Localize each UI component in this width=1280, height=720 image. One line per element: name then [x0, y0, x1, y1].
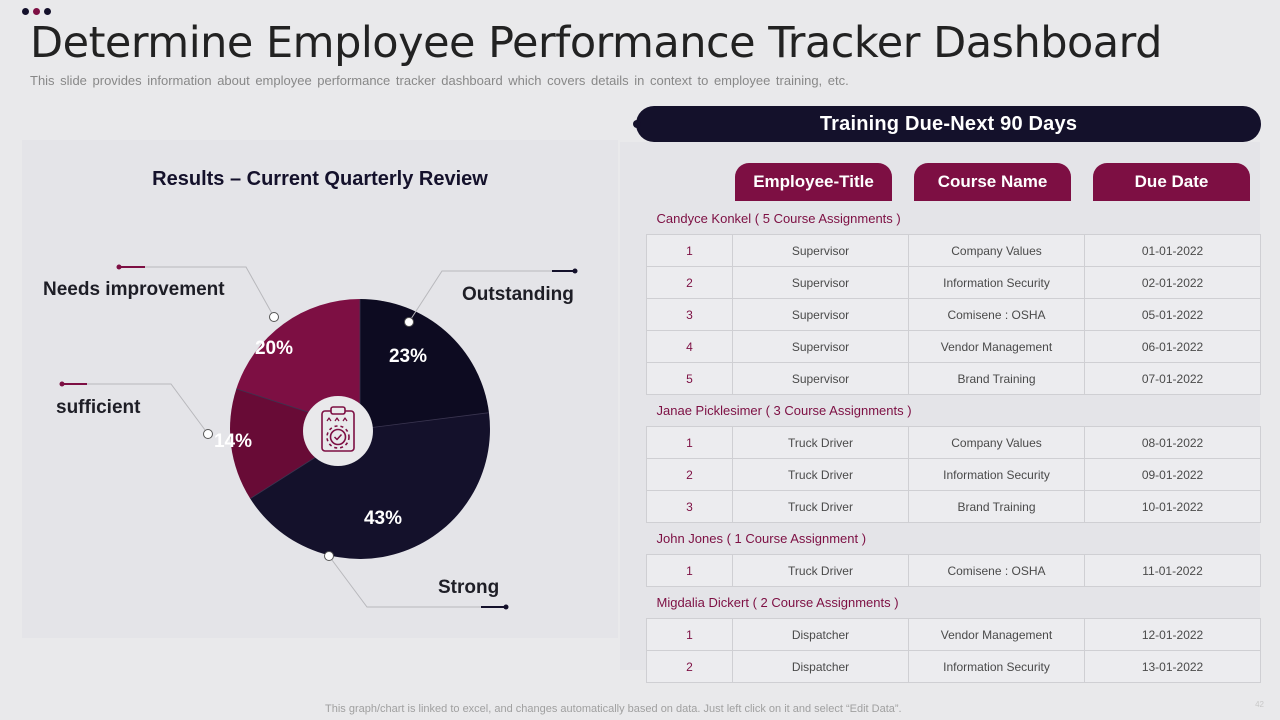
pie-category-label: sufficient [56, 397, 141, 418]
course-name-cell: Information Security [908, 650, 1085, 683]
pie-percent-label: 14% [214, 431, 252, 452]
pie-percent-label: 23% [389, 346, 427, 367]
employee-group-name: Janae Picklesimer ( 3 Course Assignments… [646, 394, 1261, 427]
pie-category-label: Needs improvement [43, 279, 225, 300]
employee-title-cell: Dispatcher [732, 618, 909, 651]
table-row: 2 Supervisor Information Security 02-01-202… [646, 266, 1262, 299]
row-number: 2 [646, 458, 733, 491]
employee-group-name: Candyce Konkel ( 5 Course Assignments ) [646, 203, 1261, 235]
table-row: 2 Dispatcher Information Security 13-01-202… [646, 650, 1262, 683]
employee-group-row: Janae Picklesimer ( 3 Course Assignments… [646, 394, 1261, 427]
clipboard-gear-icon [321, 406, 355, 452]
row-number: 2 [646, 266, 733, 299]
row-number: 1 [646, 618, 733, 651]
table-row: 3 Truck Driver Brand Training 10-01-2022 [646, 490, 1262, 523]
due-date-cell: 09-01-2022 [1083, 458, 1262, 491]
column-header-employee-title: Employee-Title [735, 163, 892, 201]
due-date-cell: 11-01-2022 [1083, 554, 1262, 587]
course-name-cell: Company Values [908, 426, 1085, 459]
due-date-cell: 10-01-2022 [1083, 490, 1262, 523]
course-name-cell: Company Values [908, 234, 1085, 267]
table-row: 1 Dispatcher Vendor Management 12-01-2022 [646, 618, 1262, 651]
column-header-due-date: Due Date [1093, 163, 1250, 201]
course-name-cell: Brand Training [908, 362, 1085, 395]
row-number: 1 [646, 426, 733, 459]
due-date-cell: 08-01-2022 [1083, 426, 1262, 459]
employee-group-row: Candyce Konkel ( 5 Course Assignments ) [646, 203, 1261, 235]
employee-title-cell: Supervisor [732, 266, 909, 299]
course-name-cell: Vendor Management [908, 618, 1085, 651]
pie-percent-label: 43% [364, 508, 402, 529]
chart-panel: Results – Current Quarterly Review [22, 140, 618, 638]
employee-group-row: Migdalia Dickert ( 2 Course Assignments … [646, 586, 1261, 619]
due-date-cell: 12-01-2022 [1083, 618, 1262, 651]
due-date-cell: 02-01-2022 [1083, 266, 1262, 299]
row-number: 3 [646, 298, 733, 331]
row-number: 5 [646, 362, 733, 395]
table-row: 2 Truck Driver Information Security 09-01-2… [646, 458, 1262, 491]
table-row: 4 Supervisor Vendor Management 06-01-2022 [646, 330, 1262, 363]
course-name-cell: Brand Training [908, 490, 1085, 523]
pie-slice-separator [359, 412, 490, 430]
course-name-cell: Comisene : OSHA [908, 554, 1085, 587]
table-row: 1 Supervisor Company Values 01-01-2022 [646, 234, 1262, 267]
table-row: 3 Supervisor Comisene : OSHA 05-01-2022 [646, 298, 1262, 331]
column-header-course-name: Course Name [914, 163, 1071, 201]
employee-title-cell: Supervisor [732, 330, 909, 363]
table-row: 1 Truck Driver Comisene : OSHA 11-01-2022 [646, 554, 1262, 587]
page-number: 42 [1255, 700, 1264, 709]
employee-title-cell: Truck Driver [732, 554, 909, 587]
pie-slice-outstanding[interactable] [360, 299, 489, 429]
course-name-cell: Vendor Management [908, 330, 1085, 363]
due-date-cell: 13-01-2022 [1083, 650, 1262, 683]
due-date-cell: 01-01-2022 [1083, 234, 1262, 267]
chart-title: Results – Current Quarterly Review [152, 168, 488, 190]
course-name-cell: Information Security [908, 458, 1085, 491]
page-title: Determine Employee Performance Tracker D… [30, 18, 1162, 68]
course-name-cell: Information Security [908, 266, 1085, 299]
pie-slice-sufficient[interactable] [229, 388, 360, 499]
due-date-cell: 06-01-2022 [1083, 330, 1262, 363]
course-name-cell: Comisene : OSHA [908, 298, 1085, 331]
employee-title-cell: Supervisor [732, 298, 909, 331]
page-subtitle: This slide provides information about em… [30, 73, 849, 88]
pie-percent-label: 20% [255, 338, 293, 359]
pie-center-disc [303, 396, 373, 466]
pie-slice-strong[interactable] [250, 412, 490, 559]
row-number: 3 [646, 490, 733, 523]
employee-title-cell: Dispatcher [732, 650, 909, 683]
employee-group-name: Migdalia Dickert ( 2 Course Assignments … [646, 586, 1261, 619]
pie-chart[interactable]: 23% Outstanding 43% Strong 14% sufficient 20% N… [22, 140, 618, 638]
row-number: 1 [646, 554, 733, 587]
employee-title-cell: Truck Driver [732, 490, 909, 523]
row-number: 2 [646, 650, 733, 683]
due-date-cell: 05-01-2022 [1083, 298, 1262, 331]
training-section-title: Training Due-Next 90 Days [633, 106, 1261, 142]
pie-category-label: Strong [438, 577, 499, 598]
employee-group-name: John Jones ( 1 Course Assignment ) [646, 522, 1261, 555]
decorative-dots [22, 8, 51, 15]
pie-category-label: Outstanding [462, 284, 574, 305]
employee-group-row: John Jones ( 1 Course Assignment ) [646, 522, 1261, 555]
row-number: 4 [646, 330, 733, 363]
table-row: 1 Truck Driver Company Values 08-01-2022 [646, 426, 1262, 459]
employee-title-cell: Supervisor [732, 362, 909, 395]
row-number: 1 [646, 234, 733, 267]
footer-note: This graph/chart is linked to excel, and… [325, 703, 902, 715]
employee-title-cell: Truck Driver [732, 458, 909, 491]
due-date-cell: 07-01-2022 [1083, 362, 1262, 395]
employee-title-cell: Truck Driver [732, 426, 909, 459]
employee-title-cell: Supervisor [732, 234, 909, 267]
training-table: Candyce Konkel ( 5 Course Assignments ) 1… [646, 203, 1262, 683]
pie-slice-needs-improvement[interactable] [236, 299, 360, 429]
table-row: 5 Supervisor Brand Training 07-01-2022 [646, 362, 1262, 395]
